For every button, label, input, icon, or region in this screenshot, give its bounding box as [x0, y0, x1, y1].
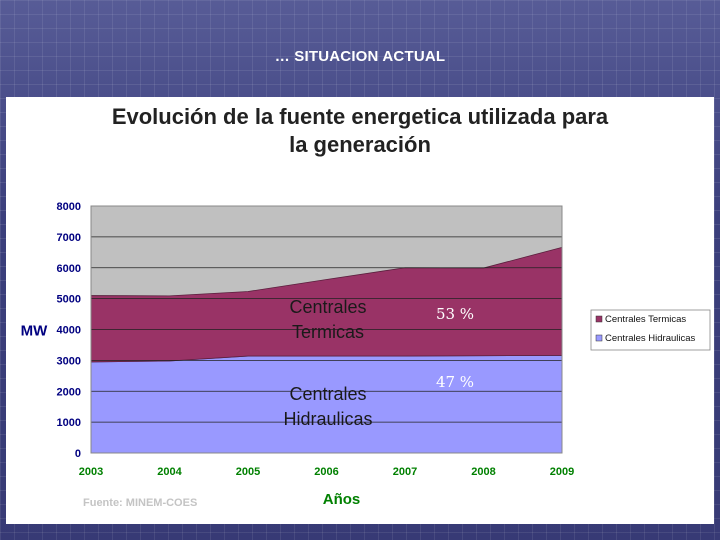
x-tick-label: 2008: [471, 466, 495, 478]
chart-title-line2: la generación: [289, 132, 431, 157]
percent-termicas: 53 %: [436, 305, 474, 323]
legend-box: [590, 309, 711, 351]
chart-title: Evolución de la fuente energetica utiliz…: [10, 103, 710, 159]
area-label-termicas-1: Centrales: [289, 297, 366, 317]
chart-title-line1: Evolución de la fuente energetica utiliz…: [111, 104, 609, 129]
area-label-hidraulicas-2: Hidraulicas: [283, 409, 372, 429]
y-tick-label: 5000: [57, 294, 81, 306]
legend-swatch: [595, 315, 603, 323]
y-tick-label: 2000: [57, 386, 81, 398]
legend-swatch: [595, 334, 603, 342]
y-tick-label: 8000: [57, 201, 81, 213]
legend-entry: Centrales Termicas: [605, 314, 686, 325]
area-label-termicas-2: Termicas: [292, 322, 364, 342]
legend-entry: Centrales Hidraulicas: [605, 333, 696, 344]
x-tick-label: 2006: [314, 466, 338, 478]
x-tick-label: 2003: [79, 466, 103, 478]
y-tick-label: 7000: [57, 232, 81, 244]
y-tick-label: 6000: [57, 263, 81, 275]
y-tick-label: 3000: [57, 355, 81, 367]
x-tick-label: 2009: [550, 466, 574, 478]
x-tick-label: 2004: [157, 466, 182, 478]
plot-frame: [90, 205, 563, 454]
area-label-hidraulicas-1: Centrales: [289, 384, 366, 404]
area-hidraulicas: [90, 355, 563, 454]
source-note: Fuente: MINEM-COES: [83, 497, 197, 509]
slide-title: … SITUACION ACTUAL: [274, 48, 446, 65]
y-tick-label: 1000: [57, 417, 81, 429]
x-tick-label: 2005: [236, 466, 260, 478]
x-axis-label: Años: [323, 491, 361, 508]
y-tick-label: 4000: [57, 325, 81, 337]
percent-hidraulicas: 47 %: [436, 373, 474, 391]
y-tick-label: 0: [75, 448, 81, 460]
y-axis-label: MW: [21, 323, 48, 340]
x-tick-label: 2007: [393, 466, 417, 478]
